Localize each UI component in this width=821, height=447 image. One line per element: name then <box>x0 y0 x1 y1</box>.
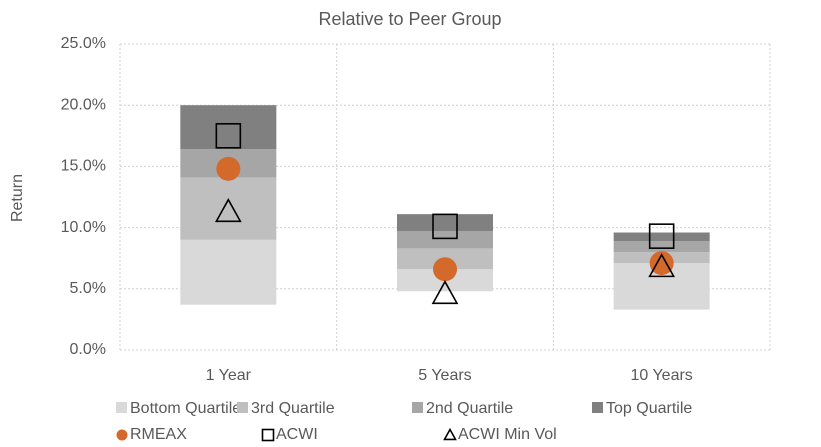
marker <box>214 198 242 223</box>
legend-label: 3rd Quartile <box>251 400 335 417</box>
y-tick-label: 15.0% <box>61 158 106 175</box>
legend-label: RMEAX <box>130 426 187 443</box>
x-tick-label: 10 Years <box>631 367 693 384</box>
bar-segment <box>397 231 493 249</box>
bar-segment <box>397 214 493 232</box>
legend-swatch <box>592 402 603 413</box>
legend-symbol <box>443 427 457 441</box>
legend-swatch <box>412 402 423 413</box>
y-tick-label: 10.0% <box>61 219 106 236</box>
marker <box>431 280 459 305</box>
x-tick-label: 5 Years <box>418 367 471 384</box>
legend-label: 2nd Quartile <box>426 400 513 417</box>
y-tick-label: 5.0% <box>70 280 106 297</box>
marker <box>649 251 674 276</box>
bar-offset <box>180 305 276 350</box>
y-tick-label: 20.0% <box>61 96 106 113</box>
y-axis-label: Return <box>9 174 26 222</box>
y-tick-label: 25.0% <box>61 35 106 52</box>
legend-swatch <box>237 402 248 413</box>
bar-offset <box>397 291 493 350</box>
y-tick-label: 0.0% <box>70 341 106 358</box>
marker <box>432 213 458 240</box>
legend-label: Top Quartile <box>606 400 692 417</box>
legend-label: Bottom Quartile <box>130 400 241 417</box>
legend-label: ACWI Min Vol <box>458 426 557 443</box>
marker <box>433 257 457 282</box>
legend-symbol <box>116 429 128 441</box>
bar-segment <box>180 177 277 240</box>
bar-segment <box>613 241 710 253</box>
legend-symbol <box>261 428 275 442</box>
marker <box>648 253 676 278</box>
marker <box>215 123 242 149</box>
legend-label: ACWI <box>276 426 318 443</box>
bar-segment <box>180 239 277 305</box>
legend-swatch <box>116 402 127 413</box>
chart-title: Relative to Peer Group <box>318 9 501 29</box>
bar-segment <box>613 232 710 242</box>
x-tick-label: 1 Year <box>206 367 252 384</box>
bar-segment <box>180 105 277 150</box>
marker <box>216 156 241 181</box>
bar-offset <box>614 310 710 350</box>
marker <box>648 223 675 249</box>
